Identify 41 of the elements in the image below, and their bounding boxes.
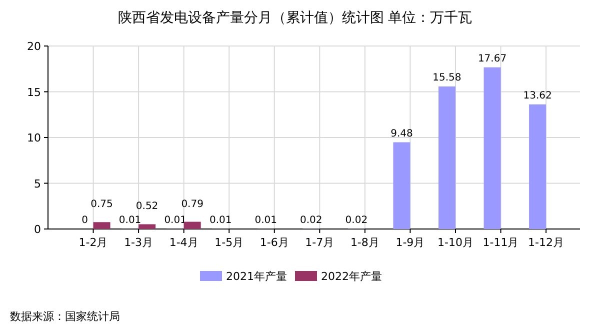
y-tick-label: 0 <box>34 223 41 236</box>
x-tick-label: 1-9月 <box>396 236 425 249</box>
bar <box>393 142 410 229</box>
chart-title: 陕西省发电设备产量分月（累计值）统计图 单位：万千瓦 <box>118 10 472 26</box>
data-label: 17.67 <box>478 53 507 64</box>
data-label: 0.75 <box>90 199 113 210</box>
x-tick-label: 1-3月 <box>124 236 154 249</box>
bar <box>484 67 501 229</box>
source-note: 数据来源：国家统计局 <box>10 310 120 323</box>
data-label: 13.62 <box>523 90 552 102</box>
y-tick-label: 10 <box>27 132 41 144</box>
x-tick-label: 1-2月 <box>78 236 108 249</box>
bar <box>184 222 201 229</box>
data-label: 0.02 <box>300 214 322 226</box>
x-tick-label: 1-11月 <box>482 236 519 249</box>
data-label: 0 <box>82 215 88 226</box>
legend-label: 2021年产量 <box>226 270 287 283</box>
data-label: 0.02 <box>345 214 368 226</box>
data-label: 0.01 <box>209 214 232 226</box>
bar <box>438 86 456 229</box>
x-tick-label: 1-8月 <box>350 236 380 249</box>
data-label: 0.52 <box>136 201 158 212</box>
data-label: 15.58 <box>432 72 462 84</box>
data-label: 0.01 <box>164 214 186 226</box>
x-tick-label: 1-12月 <box>528 236 564 249</box>
x-tick-label: 1-10月 <box>438 236 474 249</box>
legend-label: 2022年产量 <box>321 270 382 283</box>
bar <box>138 224 156 229</box>
bar <box>529 104 546 229</box>
data-label: 0.01 <box>254 214 278 226</box>
data-label: 0.01 <box>118 214 142 226</box>
x-tick-label: 1-5月 <box>214 236 244 249</box>
x-tick-label: 1-7月 <box>305 236 334 249</box>
y-tick-label: 20 <box>27 40 41 53</box>
y-tick-label: 15 <box>27 86 41 99</box>
data-label: 9.48 <box>390 128 413 140</box>
x-tick-label: 1-4月 <box>169 236 198 249</box>
data-label: 0.79 <box>181 198 204 210</box>
bar <box>93 222 110 229</box>
y-tick-label: 5 <box>34 177 41 190</box>
x-tick-label: 1-6月 <box>260 236 289 249</box>
